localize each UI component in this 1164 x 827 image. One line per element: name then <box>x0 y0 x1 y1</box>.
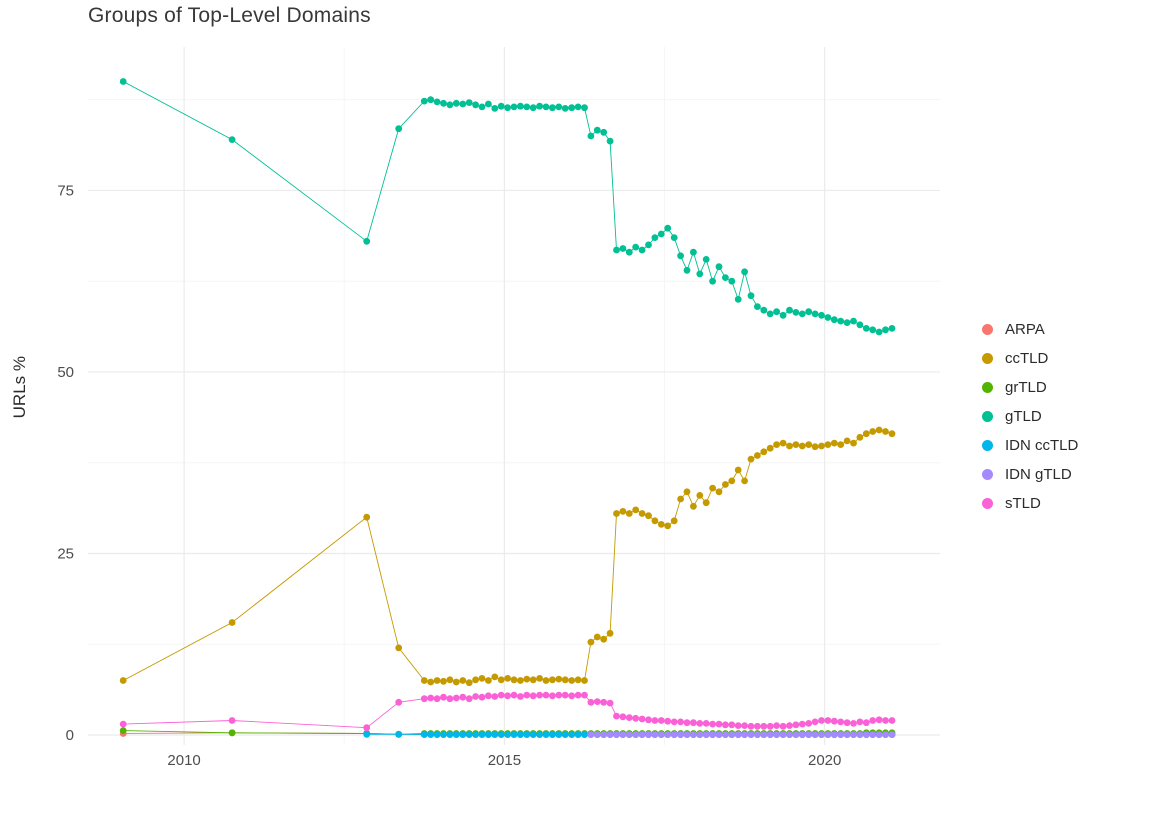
legend-item-cctld: ccTLD <box>982 349 1078 367</box>
legend-label: ARPA <box>1005 320 1045 338</box>
series-cctld <box>119 426 896 687</box>
x-tick-label: 2015 <box>488 752 521 769</box>
y-tick-label: 0 <box>66 727 74 744</box>
legend-label: grTLD <box>1005 378 1047 396</box>
legend-label: IDN gTLD <box>1005 465 1072 483</box>
y-tick-label: 75 <box>57 182 74 199</box>
legend-item-idn-cctld: IDN ccTLD <box>982 436 1078 454</box>
legend-item-idn-gtld: IDN gTLD <box>982 465 1078 483</box>
legend-item-arpa: ARPA <box>982 320 1078 338</box>
legend-key-dot <box>982 381 993 393</box>
legend-item-grtld: grTLD <box>982 378 1078 396</box>
legend-key-dot <box>982 352 993 364</box>
series-stld <box>119 691 896 732</box>
legend-key-dot <box>982 497 993 509</box>
legend-label: sTLD <box>1005 494 1041 512</box>
legend-label: IDN ccTLD <box>1005 436 1079 454</box>
legend-item-stld: sTLD <box>982 494 1078 512</box>
legend-key-dot <box>982 468 993 480</box>
y-tick-label: 25 <box>57 545 74 562</box>
x-tick-label: 2010 <box>167 752 200 769</box>
legend-label: gTLD <box>1005 407 1042 425</box>
legend-key-dot <box>982 323 993 335</box>
chart-title: Groups of Top-Level Domains <box>88 4 371 27</box>
gridlines-major <box>88 47 940 745</box>
x-tick-label: 2020 <box>808 752 841 769</box>
series-gtld <box>119 78 896 336</box>
legend: ARPA ccTLD grTLD gTLD IDN ccTLD IDN gTLD sTLD <box>982 320 1078 512</box>
series-idn-gtld <box>587 731 896 738</box>
gridlines-minor <box>88 47 940 745</box>
legend-label: ccTLD <box>1005 349 1049 367</box>
legend-item-gtld: gTLD <box>982 407 1078 425</box>
legend-key-dot <box>982 410 993 422</box>
axis-tick-labels: 2010 2015 2020 0 25 50 75 <box>57 182 841 769</box>
legend-key-dot <box>982 439 993 451</box>
y-tick-label: 50 <box>57 364 74 381</box>
